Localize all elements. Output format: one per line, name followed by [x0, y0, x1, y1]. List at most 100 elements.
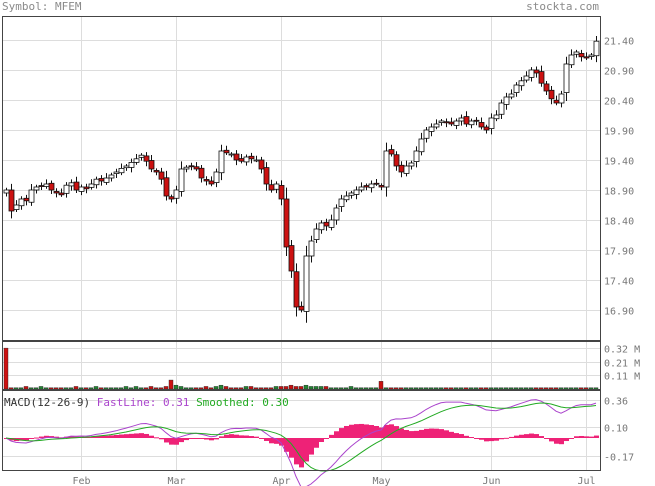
macd-histogram-bar	[589, 436, 594, 438]
candle-body	[203, 179, 210, 182]
macd-histogram-bar	[434, 428, 439, 438]
volume-tick-label: 0.11 M	[604, 372, 640, 383]
candle-body	[563, 63, 570, 93]
volume-bar	[238, 387, 244, 390]
month-label: Feb	[72, 476, 90, 486]
macd-histogram-bar	[124, 434, 129, 438]
candle-body	[208, 180, 215, 185]
macd-histogram-bar	[369, 425, 374, 438]
candle-body	[378, 185, 385, 188]
candle-body	[398, 164, 405, 173]
candle-body	[228, 153, 235, 156]
volume-bar	[523, 387, 529, 390]
macd-histogram-bar	[529, 433, 534, 438]
macd-histogram-bar	[494, 438, 499, 441]
candle-body	[318, 222, 325, 231]
candle-body	[433, 123, 440, 128]
candle-body	[453, 120, 460, 126]
candle-body	[3, 189, 10, 194]
panel-frames	[2, 16, 601, 471]
candle-body	[278, 185, 285, 200]
candle-body	[468, 120, 475, 126]
volume-bar	[508, 387, 514, 390]
macd-histogram-bar	[349, 424, 354, 438]
volume-bar	[283, 386, 289, 390]
volume-bar	[383, 387, 389, 390]
candle-body	[148, 160, 155, 170]
volume-bar	[203, 386, 209, 390]
candle-body	[23, 197, 30, 202]
candle-body	[508, 93, 515, 98]
volume-bar	[288, 384, 294, 390]
candle-body	[558, 93, 565, 104]
macd-histogram-bar	[549, 438, 554, 442]
macd-histogram-bar	[144, 433, 149, 438]
price-tick-label: 19.90	[604, 127, 634, 138]
volume-bar	[68, 387, 74, 390]
candle-body	[443, 121, 450, 124]
volume-bar	[93, 386, 99, 390]
macd-histogram-bar	[249, 436, 254, 438]
macd-histogram-bar	[479, 438, 484, 440]
candle-body	[408, 162, 415, 167]
volume-bar	[113, 387, 119, 390]
candle-body	[528, 69, 535, 78]
macd-histogram-bar	[509, 436, 514, 438]
volume-bar	[353, 387, 359, 390]
candle-body	[48, 182, 55, 191]
volume-bar	[23, 386, 29, 390]
candle-body	[153, 170, 160, 173]
price-tick-label: 18.90	[604, 187, 634, 198]
macd-histogram-bar	[574, 436, 579, 438]
macd-histogram-bar	[339, 428, 344, 438]
macd-histogram-bar	[484, 438, 489, 442]
price-tick-label: 20.90	[604, 67, 634, 78]
volume-bar	[393, 387, 399, 390]
candle-body	[348, 192, 355, 196]
macd-histogram-bar	[414, 430, 419, 438]
candle-body	[193, 166, 200, 170]
macd-histogram-bar	[474, 438, 479, 439]
candle-body	[223, 149, 230, 154]
macd-histogram-bar	[469, 437, 474, 439]
candle-body	[43, 183, 50, 187]
candle-body	[573, 51, 580, 55]
candle-body	[533, 69, 540, 74]
macd-histogram-bar	[489, 438, 494, 442]
macd-histogram-bar	[29, 438, 34, 439]
volume-bar	[48, 387, 54, 390]
volume-bar	[33, 387, 39, 390]
candle-body	[333, 207, 340, 221]
macd-histogram-bar	[404, 429, 409, 438]
candle-body	[258, 159, 265, 170]
macd-histogram-bar	[554, 438, 559, 444]
macd-histogram-bar	[394, 426, 399, 438]
macd-histogram-bar	[419, 429, 424, 438]
volume-bar	[298, 386, 304, 390]
macd-histogram-bar	[179, 438, 184, 443]
candle-body	[123, 165, 130, 169]
candle-body	[178, 168, 185, 192]
candle-body	[523, 75, 530, 81]
volume-bar	[103, 387, 109, 390]
macd-histogram-bar	[374, 425, 379, 438]
candle-body	[63, 184, 70, 194]
macd-histogram-bar	[94, 436, 99, 438]
volume-bar	[408, 387, 414, 390]
candle-body	[263, 167, 270, 185]
candle-body	[313, 228, 320, 240]
macd-histogram-bar	[174, 438, 179, 445]
macd-histogram-bar	[44, 435, 49, 438]
candle-body	[338, 198, 345, 207]
macd-smoothed-line	[5, 402, 597, 472]
month-label: Jul	[577, 476, 595, 486]
volume-bar	[513, 387, 519, 390]
volume-bar	[428, 387, 434, 390]
candle-body	[173, 189, 180, 199]
candle-body	[103, 177, 110, 183]
candle-body	[328, 219, 335, 228]
grid-lines	[2, 16, 600, 470]
macd-histogram-bar	[449, 431, 454, 438]
macd-histogram-bar	[264, 438, 269, 441]
volume-bar	[403, 387, 409, 390]
